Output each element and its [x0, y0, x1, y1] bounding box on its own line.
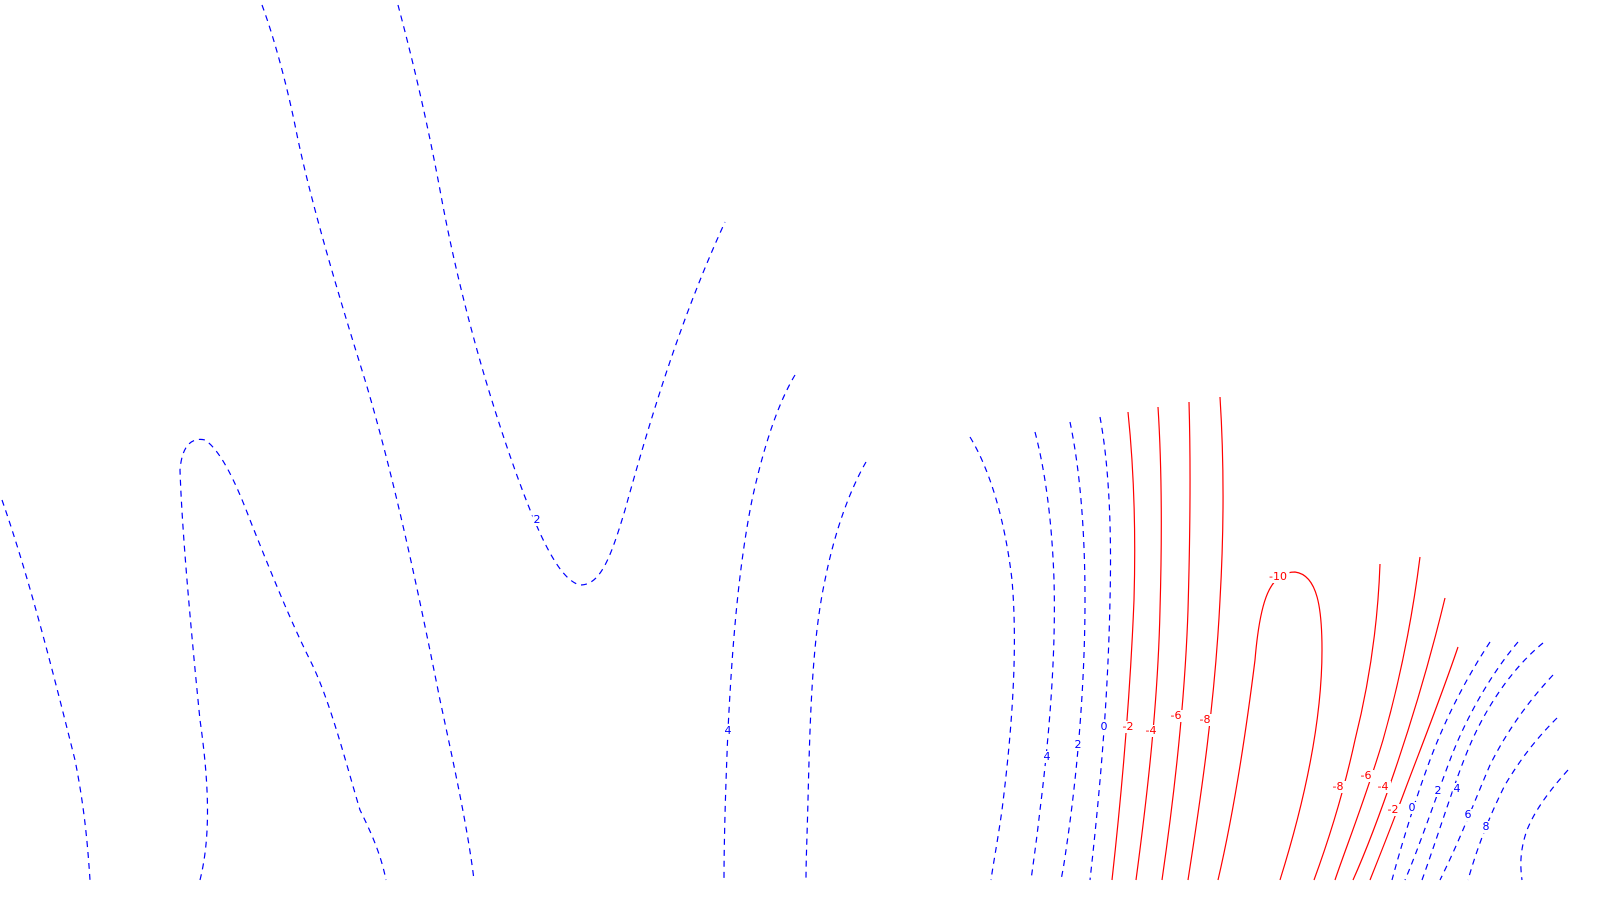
contour-label: -8 — [1333, 780, 1344, 793]
contour-line-level-2 — [1060, 421, 1086, 881]
contour-line-level-4 — [397, 4, 726, 586]
contour-line-level-neg2 — [1111, 411, 1136, 881]
contour-label-background — [723, 725, 733, 737]
contour-line-level-neg10 — [1217, 571, 1323, 881]
contour-label: 4 — [1044, 750, 1051, 763]
contour-line-level-neg6 — [1334, 556, 1421, 881]
contour-line-level-neg4 — [1352, 597, 1446, 881]
contour-line-level-2 — [261, 4, 475, 881]
contour-lines — [1, 4, 1569, 881]
contour-label-background — [1120, 721, 1136, 733]
contour-label-background — [1197, 714, 1213, 726]
contour-label: 2 — [1075, 738, 1082, 751]
contour-label: 2 — [1435, 784, 1442, 797]
contour-label-background — [1463, 809, 1473, 821]
contour-line-level-2 — [1, 499, 91, 881]
contour-label: 0 — [1101, 720, 1108, 733]
contour-label-background — [1452, 783, 1462, 795]
contour-label-background — [1481, 821, 1491, 833]
contour-label: -6 — [1361, 769, 1372, 782]
contour-label-background — [532, 514, 542, 526]
contour-line-level-4 — [1421, 642, 1544, 881]
contour-line-level-neg2 — [1369, 646, 1459, 881]
contour-line-level-neg6 — [1161, 401, 1191, 881]
contour-label-background — [1358, 770, 1374, 782]
contour-label: -8 — [1200, 713, 1211, 726]
contour-label: -6 — [1171, 709, 1182, 722]
contour-line-level-neg8 — [1313, 563, 1381, 881]
contour-label: -10 — [1269, 570, 1287, 583]
contour-line-level-0 — [1089, 416, 1112, 881]
contour-label-background — [1375, 781, 1391, 793]
contour-label-background — [1168, 710, 1184, 722]
contour-line-level-4 — [805, 461, 867, 881]
contour-line-level-4 — [969, 436, 1015, 881]
contour-line-level-8 — [1520, 769, 1569, 881]
contour-label-background — [1042, 751, 1052, 763]
contour-label: 4 — [725, 724, 732, 737]
contour-label: 8 — [1483, 820, 1490, 833]
contour-line-level-neg8 — [1187, 396, 1224, 881]
contour-line-level-8 — [1467, 717, 1558, 881]
contour-line-level-2 — [1030, 431, 1055, 881]
contour-line-level-4 — [179, 438, 387, 881]
contour-label-background — [1385, 804, 1401, 816]
contour-label-background — [1266, 571, 1290, 583]
contour-label-background — [1143, 725, 1159, 737]
contour-label: -4 — [1146, 724, 1157, 737]
contour-label: 4 — [1454, 782, 1461, 795]
contour-line-level-0 — [1391, 641, 1491, 881]
contour-label-background — [1099, 721, 1109, 733]
contour-label-background — [1330, 781, 1346, 793]
contour-label: 0 — [1409, 801, 1416, 814]
contour-label: 6 — [1465, 808, 1472, 821]
contour-line-level-neg4 — [1135, 406, 1162, 881]
contour-label-background — [1433, 785, 1443, 797]
contour-line-level-2 — [1404, 641, 1519, 881]
contour-line-level-4 — [723, 374, 796, 881]
contour-label: -2 — [1388, 803, 1399, 816]
contour-label-background — [1407, 802, 1417, 814]
contour-label: -4 — [1378, 780, 1389, 793]
contour-label-background — [1073, 739, 1083, 751]
contour-label: -2 — [1123, 720, 1134, 733]
contour-label: 2 — [534, 513, 541, 526]
contour-line-level-6 — [1439, 674, 1554, 881]
